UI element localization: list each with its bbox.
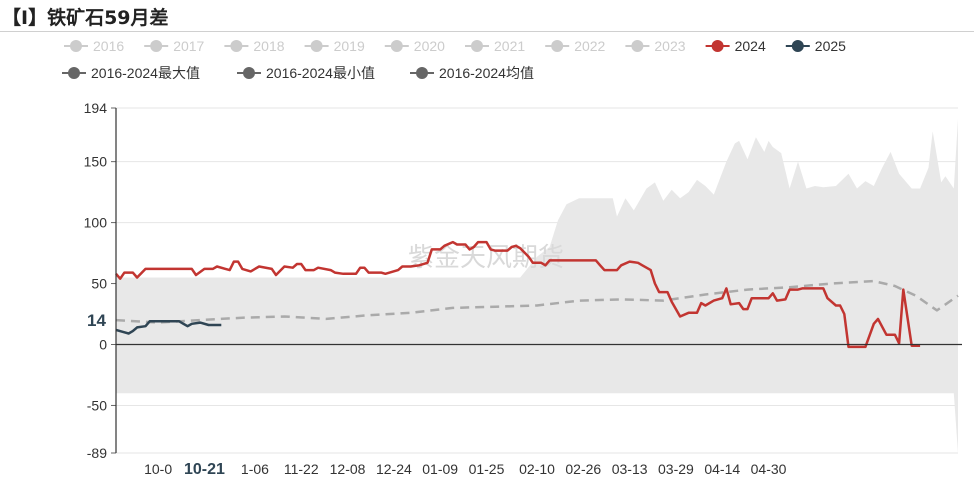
legend-label: 2016-2024最小值 (266, 65, 375, 81)
legend-marker-icon (230, 40, 242, 52)
legend-marker-icon (471, 40, 483, 52)
legend-item-2-1[interactable]: 2016-2024最小值 (237, 65, 375, 81)
legend-marker-icon (631, 40, 643, 52)
current-value-label: 14 (87, 311, 106, 330)
legend[interactable]: 2016 2017 2018 2019 2020 2021 2022 2023 2024 2025… (62, 38, 846, 81)
y-tick-label: -89 (87, 445, 107, 461)
legend-label: 2016 (93, 38, 124, 54)
x-tick-label: 01-25 (469, 461, 505, 477)
x-tick-label: 1-06 (241, 461, 269, 477)
legend-item-2-2[interactable]: 2016-2024均值 (410, 65, 534, 81)
legend-label: 2019 (334, 38, 365, 54)
y-tick-label: 0 (99, 337, 107, 353)
legend-item-2-0[interactable]: 2016-2024最大值 (62, 65, 200, 81)
x-tick-label: 10-21 (184, 461, 225, 478)
y-tick-label: 50 (91, 276, 107, 292)
legend-label: 2020 (414, 38, 445, 54)
watermark-text: 紫金天风期货 (408, 243, 564, 273)
legend-label: 2021 (494, 38, 525, 54)
x-tick-label: 03-13 (612, 461, 648, 477)
x-tick-label: 01-09 (422, 461, 458, 477)
max-min-band (116, 119, 958, 453)
legend-marker-icon (416, 67, 428, 79)
x-tick-label: 02-26 (565, 461, 601, 477)
x-tick-label: 04-14 (704, 461, 740, 477)
legend-item-1-2[interactable]: 2018 (224, 38, 284, 54)
legend-marker-icon (150, 40, 162, 52)
legend-item-1-6[interactable]: 2022 (545, 38, 605, 54)
y-tick-label: -50 (87, 397, 107, 413)
legend-marker-icon (551, 40, 563, 52)
legend-label: 2018 (253, 38, 284, 54)
range-area (116, 119, 958, 453)
legend-marker-icon (712, 40, 724, 52)
legend-marker-icon (70, 40, 82, 52)
legend-item-1-0[interactable]: 2016 (64, 38, 124, 54)
legend-item-1-3[interactable]: 2019 (305, 38, 365, 54)
y-tick-label: 194 (84, 100, 108, 116)
legend-item-1-9[interactable]: 2025 (786, 38, 846, 54)
x-tick-label: 03-29 (658, 461, 694, 477)
legend-marker-icon (68, 67, 80, 79)
legend-label: 2025 (815, 38, 846, 54)
x-tick-label: 12-08 (330, 461, 366, 477)
x-tick-label: 11-22 (284, 461, 319, 477)
legend-marker-icon (391, 40, 403, 52)
legend-item-1-4[interactable]: 2020 (385, 38, 445, 54)
legend-item-1-5[interactable]: 2021 (465, 38, 525, 54)
legend-label: 2016-2024均值 (439, 65, 534, 81)
legend-marker-icon (311, 40, 323, 52)
legend-item-1-1[interactable]: 2017 (144, 38, 204, 54)
y-tick-label: 150 (84, 154, 108, 170)
x-tick-label: 10-0 (144, 461, 172, 477)
legend-label: 2024 (735, 38, 766, 54)
legend-label: 2017 (173, 38, 204, 54)
x-tick-label: 04-30 (751, 461, 787, 477)
y-tick-label: 100 (84, 215, 108, 231)
x-tick-label: 02-10 (519, 461, 555, 477)
legend-item-1-7[interactable]: 2023 (625, 38, 685, 54)
legend-item-1-8[interactable]: 2024 (706, 38, 766, 54)
legend-marker-icon (792, 40, 804, 52)
legend-label: 2022 (574, 38, 605, 54)
legend-label: 2016-2024最大值 (91, 65, 200, 81)
legend-label: 2023 (654, 38, 685, 54)
x-tick-label: 12-24 (376, 461, 412, 477)
legend-marker-icon (243, 67, 255, 79)
